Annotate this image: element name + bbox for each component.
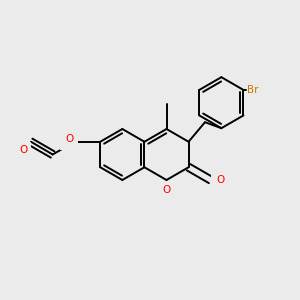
Text: Br: Br [247, 85, 259, 95]
Text: O: O [216, 175, 224, 185]
Text: O: O [19, 145, 28, 155]
Text: O: O [162, 185, 171, 195]
Text: O: O [65, 134, 73, 144]
